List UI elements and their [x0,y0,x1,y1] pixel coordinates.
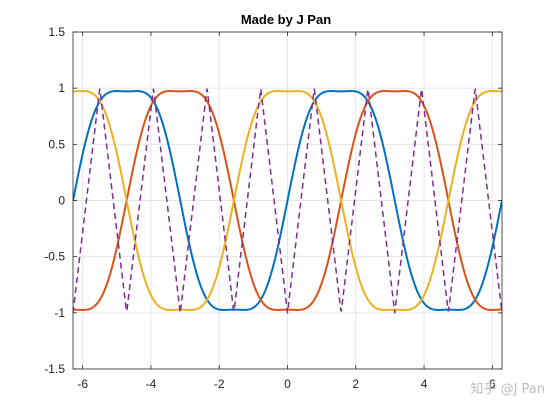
y-tick-label: 0.5 [48,137,65,151]
x-tick-labels: -6 -4 -2 0 2 4 6 [77,377,496,391]
ticks [73,31,502,370]
x-tick-label: 6 [489,377,496,391]
y-tick-label: 1 [58,81,65,95]
y-tick-label: -1 [54,306,65,320]
y-tick-labels: -1.5 -1 -0.5 0 0.5 1 1.5 [44,25,65,376]
series-line-1 [73,90,502,311]
y-tick-label: 0 [58,194,65,208]
y-tick-label: 1.5 [48,25,65,39]
x-tick-label: 4 [421,377,428,391]
series-group [73,88,502,314]
series-line-4 [73,88,502,314]
x-tick-label: 2 [352,377,359,391]
x-tick-label: -6 [77,377,88,391]
series-line-3 [73,90,502,311]
x-tick-label: -4 [146,377,157,391]
x-tick-label: 0 [284,377,291,391]
chart-title: Made by J Pan [241,12,331,27]
x-tick-label: -2 [214,377,225,391]
y-tick-label: -0.5 [44,250,65,264]
watermark: 知乎 @J Pan [470,381,545,397]
y-tick-label: -1.5 [44,362,65,376]
